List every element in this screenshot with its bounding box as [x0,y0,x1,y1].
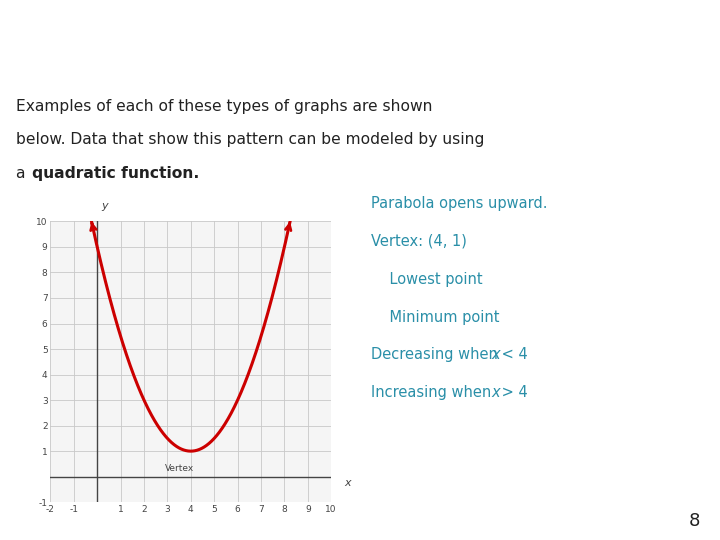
Text: x: x [344,478,351,488]
Text: Vertex: (4, 1): Vertex: (4, 1) [371,234,467,249]
Text: Decreasing when: Decreasing when [371,347,503,362]
Text: y: y [101,201,107,211]
Text: a: a [16,166,30,180]
Text: Introduction to Quadratics and Identifying the Vertex: Introduction to Quadratics and Identifyi… [13,38,528,57]
Text: > 4: > 4 [497,386,528,400]
Text: Lowest point: Lowest point [371,272,482,287]
Text: Vertex: Vertex [164,464,194,473]
Text: Examples of each of these types of graphs are shown: Examples of each of these types of graph… [16,99,432,114]
Text: x: x [492,386,500,400]
Text: below. Data that show this pattern can be modeled by using: below. Data that show this pattern can b… [16,132,485,147]
Text: quadratic function.: quadratic function. [32,166,199,180]
Text: < 4: < 4 [497,347,528,362]
Text: Parabola opens upward.: Parabola opens upward. [371,196,547,211]
Text: Minimum point: Minimum point [371,309,499,325]
Text: 8: 8 [688,512,700,530]
Text: x: x [492,347,500,362]
Text: Increasing when: Increasing when [371,386,495,400]
